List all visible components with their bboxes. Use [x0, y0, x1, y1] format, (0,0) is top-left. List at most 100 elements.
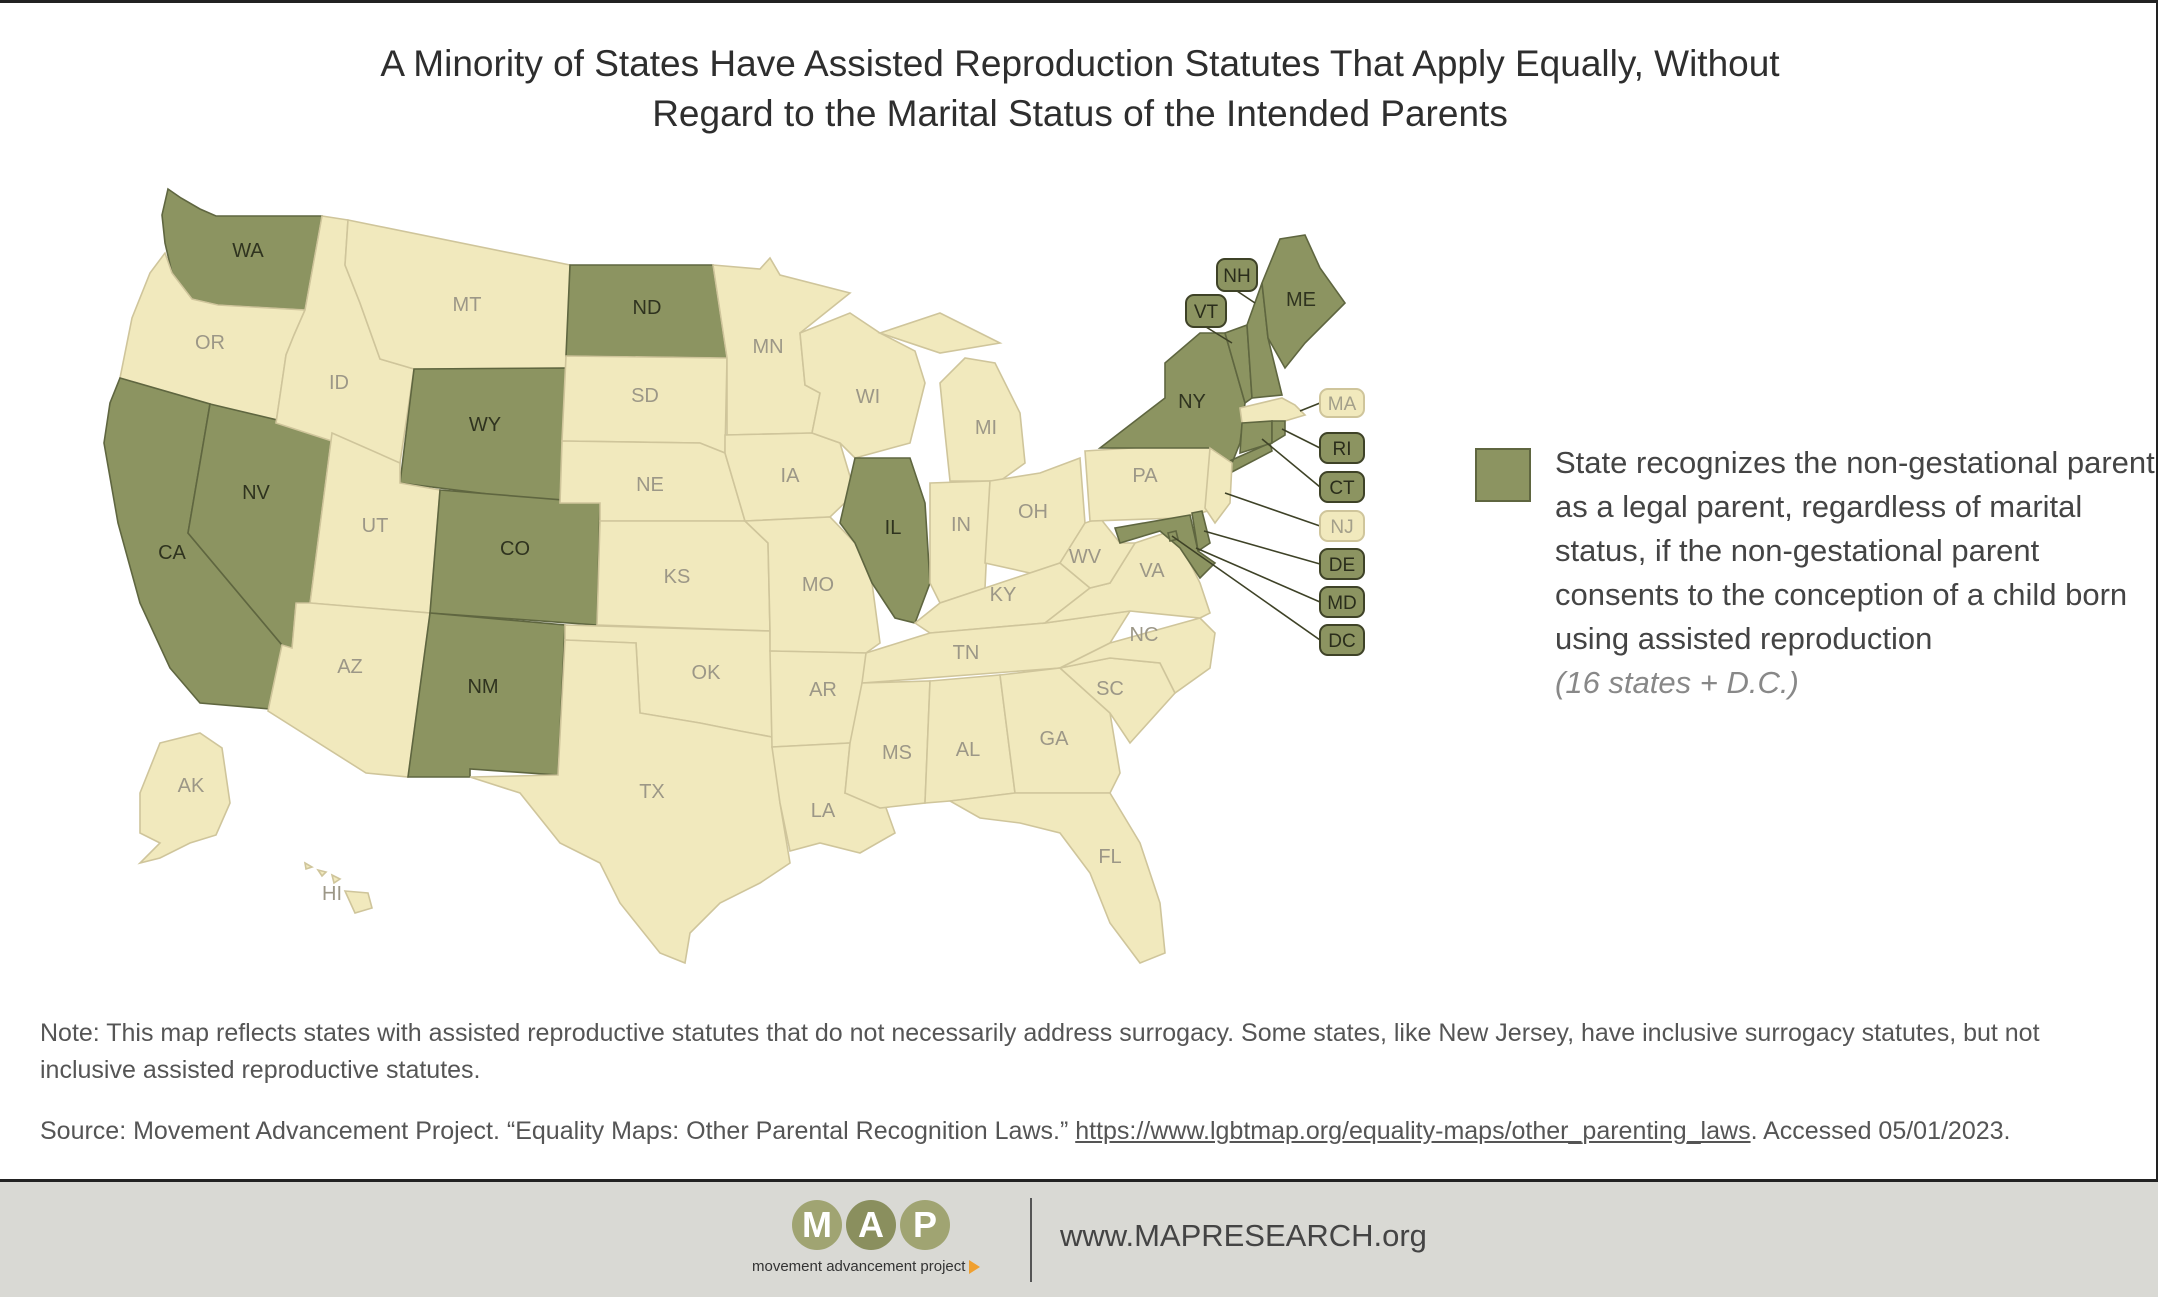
callout-tag-ri[interactable]	[1319, 432, 1365, 464]
state-label-mt: MT	[453, 294, 482, 316]
state-md[interactable]	[1113, 514, 1217, 580]
callout-tag-vt[interactable]	[1185, 294, 1227, 328]
callout-label-nj: NJ	[1330, 517, 1353, 538]
state-label-wa: WA	[232, 240, 264, 262]
note-text: Note: This map reflects states with assi…	[40, 1019, 2040, 1084]
state-nc[interactable]	[1059, 617, 1216, 695]
map-logo[interactable]: M A P movement advancement project	[752, 1200, 1002, 1288]
state-label-nv: NV	[242, 482, 270, 504]
state-nj[interactable]	[1204, 446, 1233, 525]
state-tx[interactable]	[469, 639, 791, 965]
state-label-ky: KY	[990, 584, 1017, 606]
state-label-az: AZ	[337, 656, 363, 678]
legend-description: State recognizes the non-gestational par…	[1555, 445, 2155, 656]
state-label-co: CO	[500, 538, 530, 560]
state-wv[interactable]	[1058, 517, 1137, 589]
state-label-nd: ND	[633, 297, 662, 319]
legend-text: State recognizes the non-gestational par…	[1555, 441, 2155, 705]
callout-label-nh: NH	[1223, 266, 1250, 287]
state-label-sd: SD	[631, 385, 659, 407]
callout-leader-ct	[1261, 438, 1321, 488]
callout-label-md: MD	[1327, 593, 1357, 614]
state-label-nm: NM	[467, 676, 498, 698]
logo-subtitle: movement advancement project	[752, 1258, 981, 1275]
callout-leader-vt	[1205, 326, 1233, 344]
state-label-sc: SC	[1096, 678, 1124, 700]
state-label-ar: AR	[809, 679, 837, 701]
callout-label-ct: CT	[1329, 478, 1355, 499]
logo-letter-a: A	[846, 1200, 896, 1250]
source-link[interactable]: https://www.lgbtmap.org/equality-maps/ot…	[1075, 1117, 1751, 1145]
state-tn[interactable]	[861, 609, 1132, 684]
state-in[interactable]	[929, 480, 991, 604]
logo-subtitle-text: movement advancement project	[752, 1258, 966, 1275]
state-label-ne: NE	[636, 474, 664, 496]
state-label-ny: NY	[1178, 391, 1206, 413]
state-label-al: AL	[956, 739, 980, 761]
logo-letters: M A P	[792, 1200, 950, 1250]
footer: M A P movement advancement project www.M…	[0, 1179, 2158, 1297]
callout-leader-nh	[1236, 290, 1256, 304]
state-label-in: IN	[951, 514, 971, 536]
state-label-or: OR	[195, 332, 225, 354]
state-label-oh: OH	[1018, 501, 1048, 523]
state-label-tx: TX	[639, 781, 665, 803]
state-label-wv: WV	[1069, 546, 1102, 568]
callout-leader-dc	[1171, 535, 1321, 641]
logo-letter-m: M	[792, 1200, 842, 1250]
state-hi[interactable]	[303, 861, 373, 914]
state-label-ut: UT	[362, 515, 389, 537]
callout-leader-nj	[1224, 492, 1321, 527]
callout-tag-ct[interactable]	[1319, 471, 1365, 503]
callout-tag-ma[interactable]	[1319, 388, 1365, 418]
source-prefix: Source: Movement Advancement Project. “E…	[40, 1117, 1076, 1145]
callout-leader-md	[1195, 547, 1321, 603]
state-mi[interactable]	[877, 312, 1026, 482]
state-label-ak: AK	[178, 775, 205, 797]
state-label-mn: MN	[752, 336, 783, 358]
state-label-mi: MI	[975, 417, 997, 439]
state-ma[interactable]	[1239, 397, 1307, 424]
source-text: Source: Movement Advancement Project. “E…	[40, 1113, 2140, 1150]
source-suffix: . Accessed 05/01/2023.	[1750, 1117, 2011, 1145]
state-label-mo: MO	[802, 574, 834, 596]
state-label-ca: CA	[158, 542, 186, 564]
state-ak[interactable]	[137, 732, 231, 865]
us-map: WA OR CA NV ID MT WY UT AZ CO NM ND SD NE KS OK TX MN IA MO…	[103, 187, 1365, 965]
callout-label-ri: RI	[1333, 439, 1352, 460]
legend-count: (16 states + D.C.)	[1555, 665, 1799, 700]
state-label-ms: MS	[882, 742, 912, 764]
state-label-va: VA	[1139, 560, 1165, 582]
callout-tag-nh[interactable]	[1216, 258, 1258, 292]
callout-tag-nj[interactable]	[1319, 510, 1365, 542]
state-label-pa: PA	[1132, 465, 1158, 487]
state-me[interactable]	[1261, 234, 1347, 370]
state-label-id: ID	[329, 372, 349, 394]
state-ri[interactable]	[1271, 420, 1286, 445]
logo-letter-p: P	[900, 1200, 950, 1250]
title-line-2: Regard to the Marital Status of the Inte…	[652, 93, 1508, 134]
state-label-ia: IA	[781, 465, 801, 487]
callout-leader-ma	[1299, 402, 1321, 412]
state-label-il: IL	[885, 517, 902, 539]
state-label-hi: HI	[322, 883, 342, 905]
callout-tag-dc[interactable]	[1319, 624, 1365, 656]
state-wi[interactable]	[799, 312, 926, 459]
play-arrow-icon	[969, 1260, 981, 1275]
state-nh[interactable]	[1246, 282, 1283, 399]
callout-leader-de	[1203, 530, 1321, 565]
callout-leader-ri	[1281, 428, 1321, 449]
state-label-me: ME	[1286, 289, 1316, 311]
callout-tag-de[interactable]	[1319, 548, 1365, 580]
state-il[interactable]	[839, 457, 931, 624]
callout-tag-md[interactable]	[1319, 586, 1365, 618]
state-label-wy: WY	[469, 414, 501, 436]
footer-divider	[1030, 1198, 1032, 1282]
state-label-nc: NC	[1130, 624, 1159, 646]
state-label-ks: KS	[664, 566, 691, 588]
state-mo[interactable]	[743, 516, 881, 654]
callout-label-de: DE	[1329, 555, 1355, 576]
state-fl[interactable]	[947, 792, 1166, 964]
footer-url[interactable]: www.MAPRESEARCH.org	[1060, 1218, 1427, 1253]
